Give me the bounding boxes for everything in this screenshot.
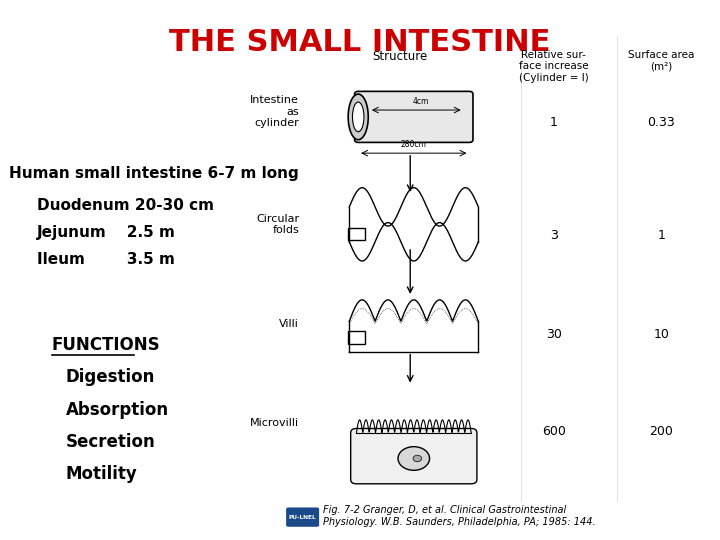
Text: 30: 30 [546,328,562,341]
Text: 1: 1 [657,228,665,241]
Text: Secretion: Secretion [66,433,156,451]
Ellipse shape [353,102,364,132]
Text: Relative sur-
face increase
(Cylinder = l): Relative sur- face increase (Cylinder = … [519,50,588,83]
Text: FUNCTIONS: FUNCTIONS [52,336,161,354]
Text: Human small intestine 6-7 m long: Human small intestine 6-7 m long [9,166,298,181]
Text: 1: 1 [549,116,557,129]
Text: Villi: Villi [279,319,299,329]
Text: 280cm: 280cm [401,140,427,149]
Text: Ileum        3.5 m: Ileum 3.5 m [37,252,175,267]
Text: 600: 600 [541,424,566,437]
Text: 200: 200 [649,424,673,437]
Text: Structure: Structure [372,50,427,63]
Text: 3: 3 [549,228,557,241]
Text: Circular
folds: Circular folds [256,213,299,235]
Text: Duodenum 20-30 cm: Duodenum 20-30 cm [37,198,215,213]
Text: THE SMALL INTESTINE: THE SMALL INTESTINE [169,28,551,57]
Text: Microvilli: Microvilli [250,418,299,428]
Text: PU-LNEL: PU-LNEL [289,515,316,519]
Text: Absorption: Absorption [66,401,169,418]
Text: 10: 10 [653,328,669,341]
Text: Digestion: Digestion [66,368,156,387]
Bar [348,331,365,344]
FancyBboxPatch shape [355,91,473,143]
Text: 0.33: 0.33 [647,116,675,129]
Text: Intestine
as
cylinder: Intestine as cylinder [250,95,299,128]
Text: 4cm: 4cm [413,97,429,106]
Ellipse shape [348,94,368,140]
Text: Fig. 7-2 Granger, D, et al. Clinical Gastrointestinal
Physiology. W.B. Saunders,: Fig. 7-2 Granger, D, et al. Clinical Gas… [323,505,595,527]
Text: Surface area
(m²): Surface area (m²) [628,50,694,71]
Text: Motility: Motility [66,465,138,483]
Circle shape [413,455,422,462]
Text: Jejunum    2.5 m: Jejunum 2.5 m [37,225,176,240]
Circle shape [398,447,430,470]
FancyBboxPatch shape [286,508,319,527]
FancyBboxPatch shape [351,428,477,484]
Bar [348,227,365,240]
